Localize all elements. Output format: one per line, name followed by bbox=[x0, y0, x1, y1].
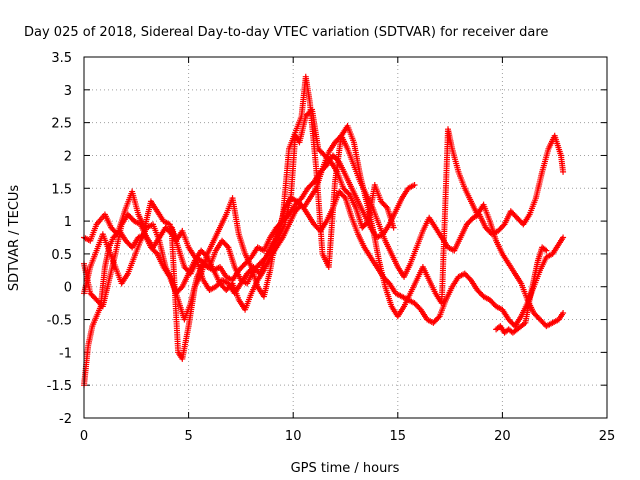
data-point bbox=[341, 193, 348, 200]
data-point bbox=[543, 247, 550, 254]
x-tick-label: 25 bbox=[599, 429, 616, 444]
data-point bbox=[560, 168, 567, 175]
data-point bbox=[152, 249, 159, 256]
data-point bbox=[435, 314, 442, 321]
data-point bbox=[383, 203, 390, 210]
x-tick-label: 0 bbox=[80, 429, 88, 444]
data-points bbox=[81, 73, 567, 389]
x-tick-label: 20 bbox=[494, 429, 511, 444]
series-track-b bbox=[81, 188, 567, 389]
plot-frame bbox=[83, 56, 608, 419]
y-tick-label: 3.5 bbox=[51, 51, 72, 66]
y-tick-label: 0.5 bbox=[51, 248, 72, 263]
y-tick-label: -1.5 bbox=[47, 379, 72, 394]
y-tick-label: 2.5 bbox=[51, 117, 72, 132]
y-tick-label: -1 bbox=[59, 346, 72, 361]
data-point bbox=[274, 235, 281, 242]
y-tick-label: 3 bbox=[64, 84, 72, 99]
y-tick-label: -2 bbox=[59, 412, 72, 427]
y-tick-label: 0 bbox=[64, 281, 72, 296]
axis-ticks bbox=[83, 56, 608, 419]
data-point bbox=[178, 285, 185, 292]
data-point bbox=[411, 181, 418, 188]
data-point bbox=[390, 224, 397, 231]
series-track-d bbox=[81, 73, 567, 362]
chart-title: Day 025 of 2018, Sidereal Day-to-day VTE… bbox=[24, 25, 548, 40]
x-axis-label: GPS time / hours bbox=[291, 461, 400, 476]
series-track-f bbox=[168, 106, 397, 297]
data-point bbox=[345, 190, 352, 197]
series-track-e bbox=[493, 244, 550, 336]
x-tick-label: 5 bbox=[184, 429, 192, 444]
data-point bbox=[560, 234, 567, 241]
data-point bbox=[364, 219, 371, 226]
data-point bbox=[541, 246, 548, 253]
y-tick-label: -0.5 bbox=[47, 314, 72, 329]
x-tick-label: 15 bbox=[390, 429, 407, 444]
data-point bbox=[500, 222, 507, 229]
data-point bbox=[521, 320, 528, 327]
y-tick-label: 1 bbox=[64, 215, 72, 230]
y-axis-label: SDTVAR / TECUs bbox=[7, 185, 22, 292]
data-point bbox=[560, 309, 567, 316]
axis-tick-labels: 0 5 10 15 20 25 -2 -1.5 -1 -0.5 0 0.5 1 1.5 2 2.5 3 3.5 bbox=[47, 51, 616, 444]
chart-grid bbox=[84, 57, 607, 418]
x-tick-label: 10 bbox=[285, 429, 302, 444]
y-tick-label: 2 bbox=[64, 149, 72, 164]
data-point bbox=[224, 243, 231, 250]
y-tick-label: 1.5 bbox=[51, 182, 72, 197]
